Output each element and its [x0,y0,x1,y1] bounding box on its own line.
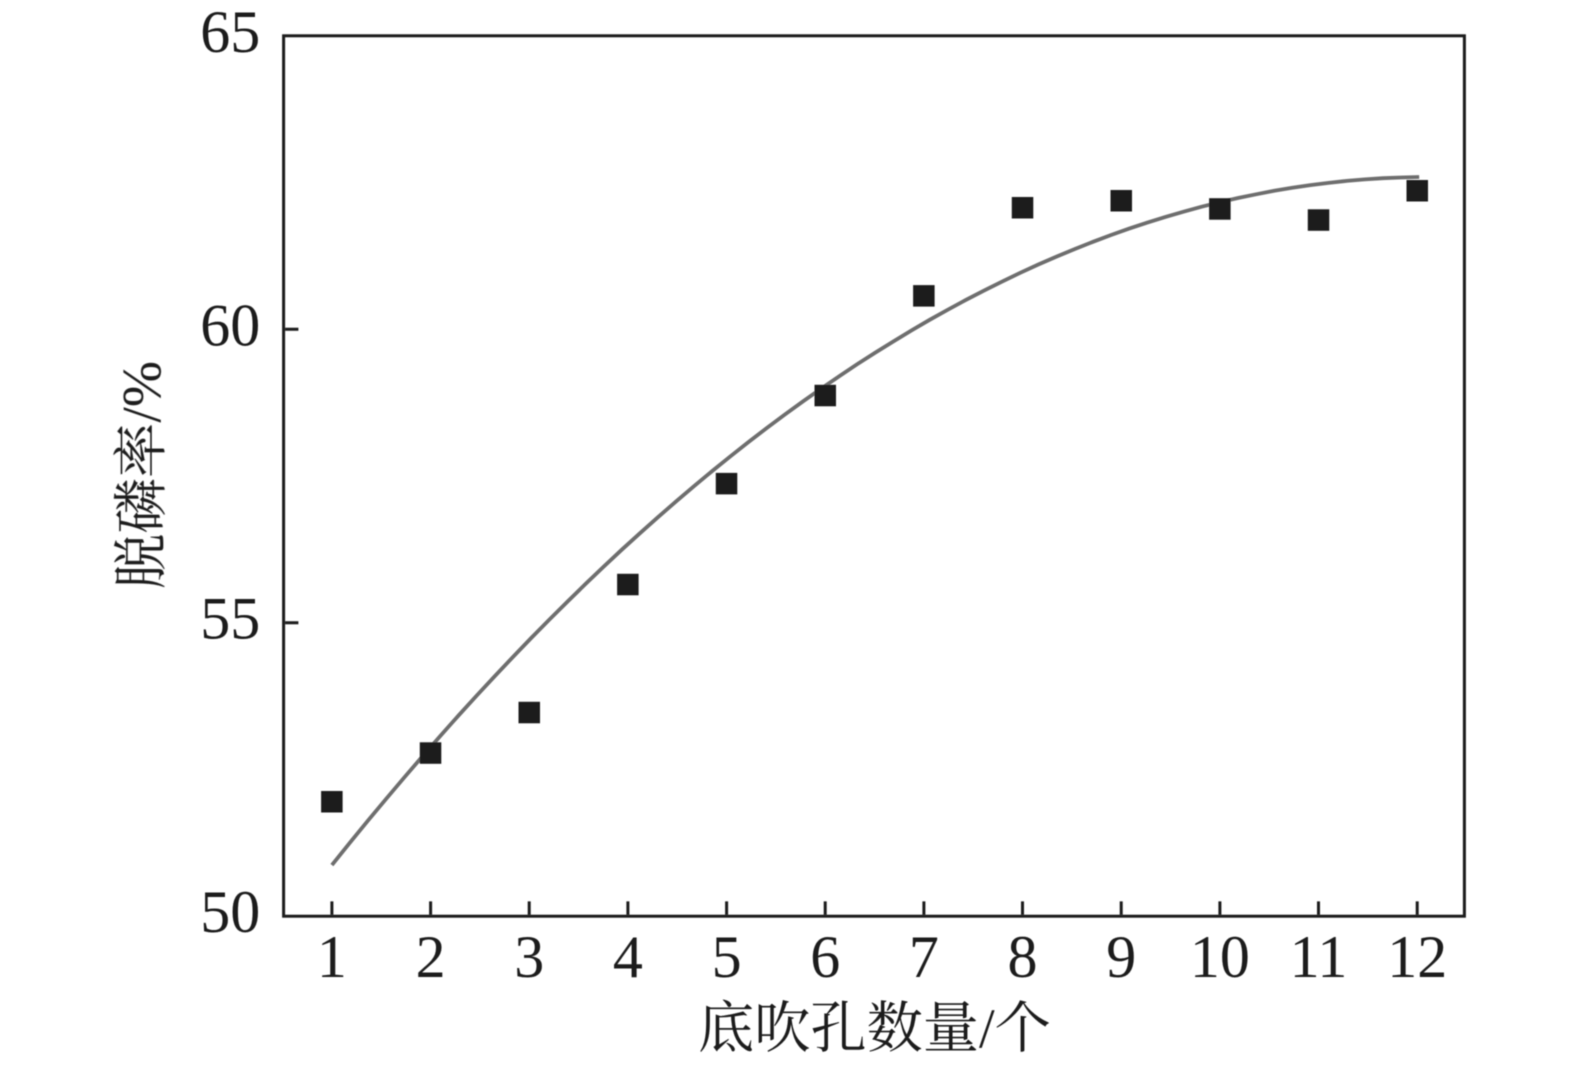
svg-text:3: 3 [514,924,544,990]
svg-text:8: 8 [1008,924,1038,990]
svg-text:60: 60 [200,292,260,358]
svg-text:5: 5 [712,924,742,990]
svg-text:4: 4 [613,924,643,990]
svg-text:11: 11 [1290,924,1348,990]
svg-text:7: 7 [909,924,939,990]
svg-text:12: 12 [1387,924,1447,990]
svg-text:55: 55 [200,586,260,652]
svg-text:6: 6 [810,924,840,990]
svg-text:1: 1 [317,924,347,990]
svg-text:10: 10 [1190,924,1250,990]
svg-text:50: 50 [200,879,260,945]
svg-text:2: 2 [416,924,446,990]
svg-text:65: 65 [200,0,260,65]
svg-text:9: 9 [1106,924,1136,990]
